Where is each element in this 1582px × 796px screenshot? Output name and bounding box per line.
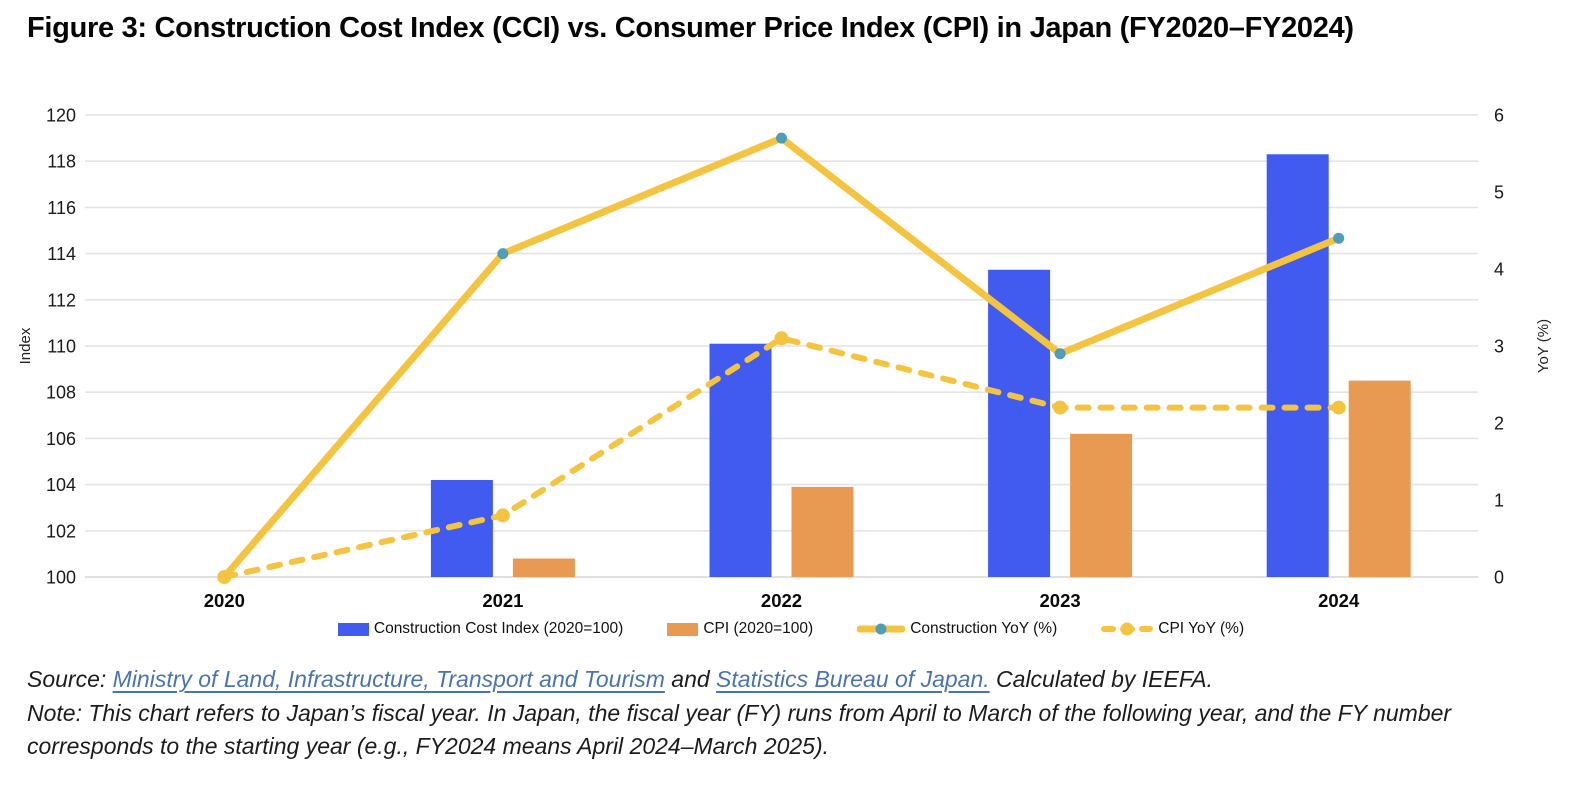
left-axis-tick: 118 (47, 152, 76, 172)
left-axis-tick: 108 (46, 383, 76, 403)
right-axis-title: YoY (%) (1535, 319, 1552, 373)
legend-label-cpi-yoy: CPI YoY (%) (1158, 620, 1245, 637)
bar (1266, 154, 1329, 577)
right-axis-tick: 0 (1494, 568, 1504, 588)
right-axis-tick: 5 (1494, 183, 1504, 203)
left-axis-tick: 102 (46, 521, 76, 541)
cpi-yoy-line (217, 331, 1346, 584)
combo-chart: 100 102 104 106 108 110 112 114 116 118 120 0 1 2 3 4 5 6… (17, 106, 1552, 612)
left-axis-tick: 106 (46, 429, 76, 449)
left-axis-tick: 110 (47, 337, 76, 357)
note-line: Note: This chart refers to Japan’s fisca… (27, 699, 1452, 760)
bar (791, 486, 854, 577)
legend-item-cpi-yoy: CPI YoY (%) (1101, 620, 1244, 638)
cci-bar-swatch-icon (337, 622, 369, 636)
bar (709, 343, 772, 577)
legend-label-construction-yoy: Construction YoY (%) (910, 620, 1058, 637)
source-prefix: Source: (27, 666, 113, 692)
source-link-statistics-bureau[interactable]: Statistics Bureau of Japan. (716, 666, 990, 692)
bar (988, 269, 1051, 577)
bar (512, 558, 575, 577)
legend-label-cci: Construction Cost Index (2020=100) (373, 620, 624, 637)
x-axis-label: 2023 (1040, 590, 1081, 611)
dashed-line-swatch-icon (1101, 622, 1154, 636)
data-point-marker (495, 508, 510, 523)
source-line: Source: Ministry of Land, Infrastructure… (27, 663, 1557, 697)
cpi-bar-swatch-icon (667, 622, 699, 636)
left-axis-tick: 104 (46, 475, 76, 495)
solid-line-swatch-icon (857, 623, 906, 635)
x-axis-label: 2022 (761, 590, 802, 611)
chart-area: 100 102 104 106 108 110 112 114 116 118 120 0 1 2 3 4 5 6… (0, 78, 1582, 623)
right-axis-tick: 1 (1494, 491, 1504, 511)
chart-legend: Construction Cost Index (2020=100) CPI (… (0, 620, 1582, 638)
legend-item-construction-yoy: Construction YoY (%) (857, 620, 1057, 638)
source-mid: and (664, 666, 717, 692)
x-axis-label: 2021 (482, 590, 523, 611)
bar (430, 479, 493, 577)
data-point-marker (217, 570, 232, 584)
cpi-bars (512, 380, 1411, 577)
legend-label-cpi: CPI (2020=100) (703, 620, 814, 637)
right-axis-tick: 3 (1494, 337, 1504, 357)
legend-item-cpi: CPI (2020=100) (667, 620, 813, 638)
source-link-mlit[interactable]: Ministry of Land, Infrastructure, Transp… (112, 666, 665, 692)
legend-item-cci: Construction Cost Index (2020=100) (337, 620, 624, 638)
left-axis-tick: 112 (47, 290, 76, 310)
right-axis-tick: 2 (1494, 414, 1504, 434)
data-point-marker (497, 248, 509, 260)
data-point-marker (1053, 400, 1068, 415)
source-suffix: Calculated by IEEFA. (989, 666, 1213, 692)
left-axis-tick: 114 (47, 244, 76, 264)
data-point-marker (1054, 348, 1066, 360)
left-axis-tick: 116 (47, 198, 76, 218)
data-point-marker (776, 132, 787, 144)
left-axis-tick: 120 (46, 106, 76, 126)
right-axis-tick: 4 (1494, 260, 1504, 280)
data-point-marker (1331, 400, 1346, 415)
left-axis-tick: 100 (46, 568, 76, 588)
data-point-marker (1333, 232, 1345, 244)
figure-footer: Source: Ministry of Land, Infrastructure… (27, 663, 1557, 764)
figure-title: Figure 3: Construction Cost Index (CCI) … (27, 12, 1354, 44)
x-axis-label: 2020 (204, 590, 245, 611)
data-point-marker (774, 331, 789, 346)
x-axis-label: 2024 (1318, 590, 1360, 611)
bar (1070, 433, 1133, 577)
gridlines: 100 102 104 106 108 110 112 114 116 118 120 (46, 106, 1478, 588)
construction-yoy-line (218, 132, 1345, 583)
left-axis-title: Index (17, 327, 34, 364)
bar (1348, 380, 1411, 577)
right-axis-tick: 6 (1494, 106, 1504, 126)
